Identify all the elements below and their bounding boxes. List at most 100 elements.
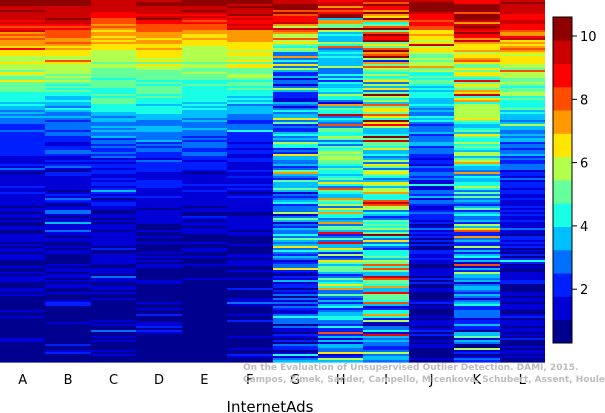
heatmap-cell [273, 160, 318, 163]
heatmap-cell [454, 88, 500, 91]
heatmap-cell [91, 92, 136, 95]
x-axis-label: InternetAds [227, 398, 314, 413]
heatmap-cell [273, 34, 318, 37]
heatmap-cell [91, 308, 136, 311]
heatmap-cell [273, 88, 318, 91]
heatmap-cell [227, 34, 273, 37]
heatmap-cell [454, 100, 500, 103]
heatmap-cell [409, 68, 454, 71]
heatmap-cell [91, 230, 136, 233]
heatmap-cell [273, 296, 318, 299]
heatmap-cell [227, 42, 273, 45]
heatmap-cell [136, 76, 182, 79]
heatmap-cell [363, 288, 409, 291]
heatmap-cell [45, 106, 91, 109]
heatmap-cell [227, 320, 273, 323]
heatmap-cell [182, 274, 227, 277]
heatmap-cell [0, 274, 45, 277]
heatmap-cell [45, 310, 91, 313]
heatmap-cell [409, 30, 454, 33]
heatmap-cell [136, 222, 182, 225]
heatmap-cell [91, 14, 136, 17]
heatmap-cell [182, 340, 227, 343]
heatmap-cell [0, 198, 45, 201]
heatmap-cell [500, 144, 545, 147]
heatmap-cell [227, 360, 273, 363]
heatmap-cell [454, 192, 500, 195]
heatmap-cell [182, 308, 227, 311]
heatmap-cell [454, 298, 500, 301]
heatmap-cell [45, 190, 91, 193]
heatmap-cell [136, 224, 182, 227]
heatmap-cell [227, 264, 273, 267]
heatmap-cell [363, 58, 409, 61]
heatmap-cell [363, 330, 409, 333]
heatmap-cell [91, 302, 136, 305]
x-tick-label-I: I [384, 373, 388, 388]
heatmap-cell [45, 304, 91, 307]
heatmap-cell [182, 6, 227, 9]
heatmap-cell [136, 112, 182, 115]
heatmap-cell [91, 176, 136, 179]
heatmap-cell [318, 348, 363, 351]
heatmap-cell [318, 202, 363, 205]
heatmap-cell [318, 78, 363, 81]
heatmap-cell [182, 312, 227, 315]
heatmap-cell [318, 90, 363, 93]
heatmap-cell [136, 314, 182, 317]
heatmap-cell [91, 22, 136, 25]
heatmap-cell [136, 16, 182, 19]
heatmap-cell [45, 342, 91, 345]
heatmap-cell [363, 344, 409, 347]
heatmap-cell [500, 226, 545, 229]
heatmap-cell [136, 306, 182, 309]
heatmap-cell [182, 252, 227, 255]
heatmap-cell [227, 94, 273, 97]
heatmap-cell [363, 142, 409, 145]
heatmap-cell [136, 14, 182, 17]
heatmap-cell [136, 342, 182, 345]
heatmap-cell [45, 140, 91, 143]
heatmap-cell [454, 194, 500, 197]
heatmap-cell [273, 204, 318, 207]
heatmap-cell [273, 258, 318, 261]
heatmap-cell [182, 310, 227, 313]
heatmap-cell [318, 224, 363, 227]
heatmap-cell [318, 352, 363, 355]
heatmap-cell [273, 144, 318, 147]
heatmap-cell [0, 82, 45, 85]
heatmap-cell [91, 124, 136, 127]
heatmap-cell [227, 2, 273, 5]
heatmap-cell [318, 0, 363, 3]
heatmap-cell [500, 348, 545, 351]
heatmap-cell [454, 58, 500, 61]
heatmap-cell [136, 120, 182, 123]
heatmap-cell [500, 328, 545, 331]
heatmap-cell [500, 10, 545, 13]
heatmap-cell [0, 98, 45, 101]
heatmap-cell [45, 284, 91, 287]
heatmap-cell [454, 350, 500, 353]
heatmap-cell [136, 190, 182, 193]
heatmap-cell [227, 192, 273, 195]
heatmap-cell [136, 250, 182, 253]
heatmap-cell [91, 342, 136, 345]
heatmap-cell [182, 276, 227, 279]
heatmap-cell [409, 176, 454, 179]
heatmap-cell [182, 320, 227, 323]
heatmap-cell [454, 284, 500, 287]
heatmap-cell [0, 76, 45, 79]
heatmap-cell [500, 110, 545, 113]
heatmap-cell [273, 262, 318, 265]
heatmap-cell [136, 98, 182, 101]
heatmap-cell [500, 136, 545, 139]
heatmap-cell [45, 260, 91, 263]
heatmap-cell [363, 334, 409, 337]
heatmap-cell [273, 52, 318, 55]
heatmap-cell [363, 336, 409, 339]
heatmap-cell [182, 178, 227, 181]
heatmap-cell [500, 186, 545, 189]
heatmap-cell [45, 278, 91, 281]
heatmap-cell [0, 162, 45, 165]
